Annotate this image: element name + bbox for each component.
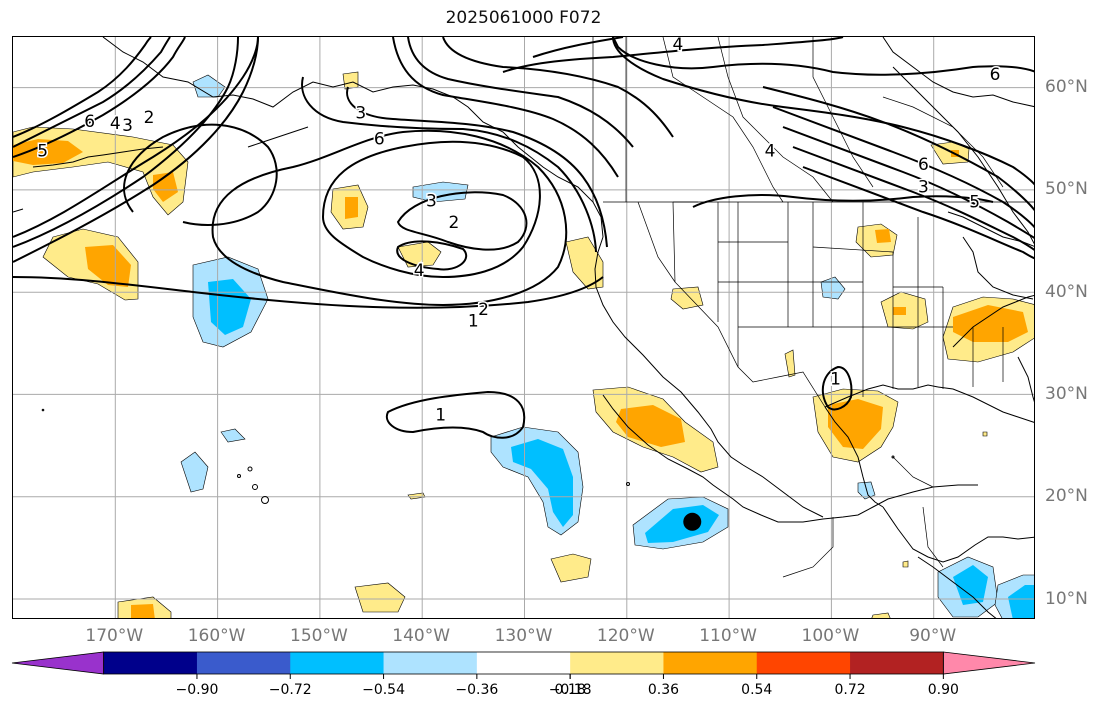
colorbar-tick-label: 0.18 bbox=[554, 682, 586, 698]
contour-label: 3 bbox=[918, 177, 929, 197]
colorbar-bin bbox=[290, 652, 385, 674]
colorbar-bin bbox=[850, 652, 944, 674]
contour-label: 6 bbox=[990, 65, 1001, 85]
contour-label: 2 bbox=[144, 108, 155, 128]
contour-lines bbox=[13, 37, 1034, 439]
contour-label: 5 bbox=[37, 142, 48, 162]
contour-label: 5 bbox=[969, 193, 980, 213]
latitude-label: 30°N bbox=[1045, 383, 1088, 404]
contour-label: 2 bbox=[448, 213, 459, 233]
longitude-label: 170°W bbox=[85, 626, 144, 646]
coastlines bbox=[13, 37, 1034, 618]
longitude-label: 90°W bbox=[909, 626, 957, 646]
latitude-label: 10°N bbox=[1045, 588, 1088, 609]
longitude-label: 120°W bbox=[596, 626, 655, 646]
contour-label: 4 bbox=[414, 261, 425, 281]
colorbar-tick-label: −0.18 bbox=[548, 682, 592, 698]
contour-label: 1 bbox=[468, 311, 479, 331]
colorbar-tick-label: −0.90 bbox=[175, 682, 219, 698]
colorbar-bin bbox=[103, 652, 198, 674]
map-title: 2025061000 F072 bbox=[445, 8, 602, 28]
longitude-label: 160°W bbox=[187, 626, 246, 646]
contour-label: 1 bbox=[830, 370, 841, 390]
colorbar-tick-label: 0.54 bbox=[741, 682, 773, 698]
latitude-label: 40°N bbox=[1045, 281, 1088, 302]
colorbar-tick-label: 0.72 bbox=[834, 682, 866, 698]
contour-label: 3 bbox=[122, 116, 133, 136]
contour-label: 1 bbox=[435, 405, 446, 425]
colorbar-under-arrow bbox=[11, 651, 105, 675]
contour-label: 6 bbox=[918, 155, 929, 175]
latitude-label: 20°N bbox=[1045, 486, 1088, 507]
colorbar bbox=[11, 651, 1036, 679]
colorbar-bin bbox=[383, 652, 478, 674]
longitude-label: 150°W bbox=[290, 626, 348, 646]
colorbar-tick-label: −0.36 bbox=[455, 682, 499, 698]
political-borders bbox=[592, 37, 1034, 578]
colorbar-bin bbox=[570, 652, 664, 674]
colorbar-tick-label: 0.36 bbox=[647, 682, 680, 698]
graticule bbox=[13, 37, 1034, 618]
storm-center-marker[interactable] bbox=[683, 512, 702, 531]
contour-label: 3 bbox=[355, 104, 366, 124]
contour-label: 4 bbox=[765, 142, 776, 162]
contour-label: 4 bbox=[110, 114, 121, 134]
positive-anomaly-core bbox=[13, 139, 1028, 618]
colorbar-bin bbox=[476, 652, 571, 674]
longitude-label: 130°W bbox=[494, 626, 553, 646]
contour-label: 6 bbox=[374, 129, 385, 149]
contour-label: 6 bbox=[84, 112, 95, 132]
colorbar-tick-label: 0.90 bbox=[927, 682, 959, 698]
latitude-label: 50°N bbox=[1045, 179, 1088, 200]
colorbar-over-arrow bbox=[942, 651, 1036, 675]
longitude-label: 140°W bbox=[392, 626, 451, 646]
longitude-label: 100°W bbox=[801, 626, 860, 646]
colorbar-tick-label: −0.54 bbox=[362, 682, 405, 698]
colorbar-bin bbox=[663, 652, 758, 674]
contour-label: 4 bbox=[673, 37, 684, 55]
colorbar-bin bbox=[196, 652, 291, 674]
negative-anomaly-core bbox=[208, 279, 1034, 618]
colorbar-outline bbox=[103, 651, 944, 675]
contour-label: 3 bbox=[426, 192, 437, 212]
latitude-label: 60°N bbox=[1045, 77, 1088, 98]
contour-label: 2 bbox=[478, 300, 489, 320]
colorbar-bin bbox=[756, 652, 851, 674]
colorbar-tick-label: −0.72 bbox=[268, 682, 312, 698]
longitude-label: 110°W bbox=[699, 626, 757, 646]
